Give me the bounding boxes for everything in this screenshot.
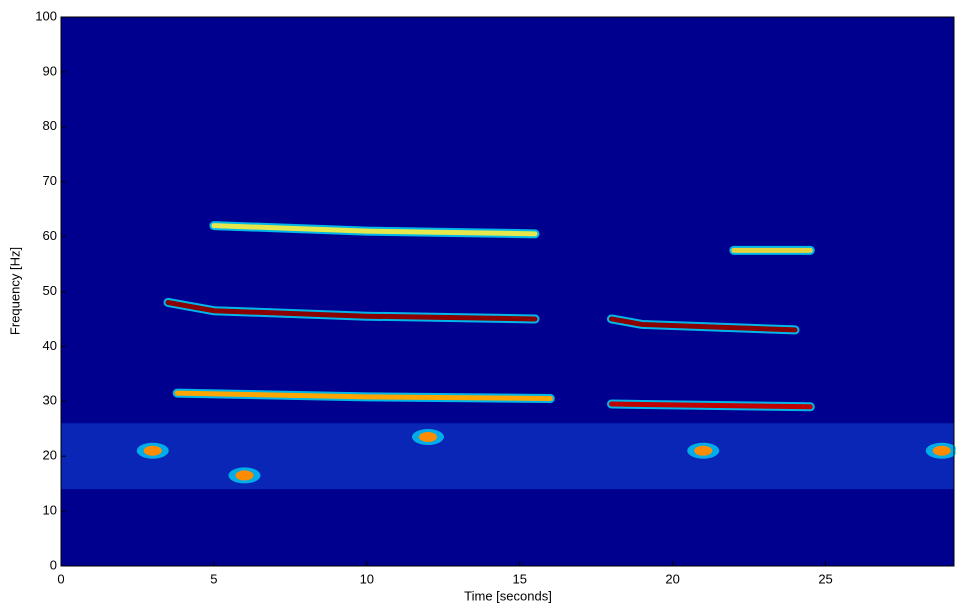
x-tick-label: 25 <box>818 571 832 586</box>
spot <box>235 470 254 481</box>
x-tick-label: 5 <box>210 571 217 586</box>
noise-band <box>61 423 954 490</box>
x-tick-label: 0 <box>57 571 64 586</box>
track <box>211 223 538 237</box>
track <box>165 299 538 322</box>
y-tick-label: 10 <box>43 503 57 518</box>
y-tick-label: 70 <box>43 173 57 188</box>
y-axis-label: Frequency [Hz] <box>7 247 22 335</box>
spot <box>694 445 713 456</box>
spot <box>932 445 951 456</box>
y-tick-label: 90 <box>43 63 57 78</box>
track <box>608 316 798 333</box>
x-tick-label: 10 <box>360 571 374 586</box>
y-tick-label: 0 <box>50 557 57 572</box>
plot-background <box>61 17 954 566</box>
y-tick-label: 40 <box>43 338 57 353</box>
y-tick-label: 20 <box>43 448 57 463</box>
spot <box>143 445 162 456</box>
y-tick-label: 80 <box>43 118 57 133</box>
x-tick-label: 20 <box>665 571 679 586</box>
y-tick-label: 30 <box>43 393 57 408</box>
x-axis-label: Time [seconds] <box>464 588 552 603</box>
x-tick-label: 15 <box>512 571 526 586</box>
y-tick-label: 100 <box>35 8 57 23</box>
spot <box>418 431 437 442</box>
y-tick-label: 50 <box>43 283 57 298</box>
y-tick-label: 60 <box>43 228 57 243</box>
track <box>608 401 813 410</box>
track <box>174 390 553 402</box>
